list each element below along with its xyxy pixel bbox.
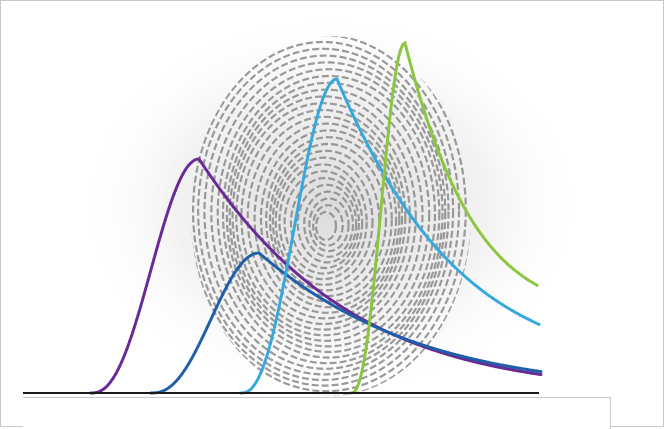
fingerprint-ridge [259,129,398,309]
curve-1 [89,157,543,395]
fingerprint-ridge [225,81,431,348]
fingerprint-ridge [303,190,355,258]
fingerprint-ridge [312,204,344,247]
fingerprint-ridge [203,54,447,370]
fingerprint-ridge [289,176,361,270]
fingerprint-ridge [216,68,441,359]
fingerprint-ridge [274,156,374,286]
fingerprint-ridge [314,210,338,242]
fingerprint-ridge [191,40,455,382]
curves-layer [89,40,543,395]
curve-4 [349,40,539,395]
fingerprint-ridge [308,197,350,253]
curve-2 [149,251,543,395]
fingerprint-ridge [197,47,450,376]
curve-3 [239,77,541,395]
fingerprint-ridge [231,95,417,337]
fingerprint-ridge [246,115,404,320]
bottom-panel [23,397,611,429]
fingerprint-ridge [296,183,358,264]
fingerprint-ridge [240,108,407,326]
fingerprint-ridge [283,170,364,275]
fingerprint-ridge [221,74,437,354]
fingerprint-ridge [191,36,461,387]
fingerprint-ridge [253,122,401,314]
